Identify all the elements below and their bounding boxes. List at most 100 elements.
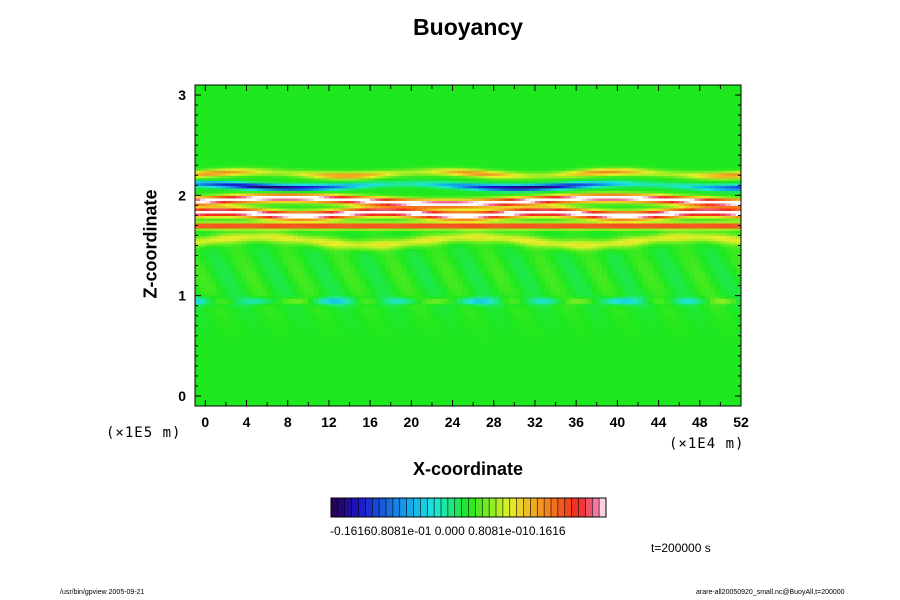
heatmap-cell bbox=[267, 273, 273, 277]
heatmap-cell bbox=[231, 368, 237, 372]
heatmap-cell bbox=[231, 167, 237, 171]
heatmap-cell bbox=[251, 112, 258, 116]
heatmap-cell bbox=[210, 265, 217, 269]
heatmap-cell bbox=[241, 230, 248, 234]
heatmap-cell bbox=[277, 385, 284, 390]
heatmap-cell bbox=[256, 165, 263, 169]
heatmap-cell bbox=[256, 230, 263, 234]
heatmap-cell bbox=[261, 190, 268, 194]
heatmap-cell bbox=[220, 250, 227, 254]
heatmap-cell bbox=[225, 278, 232, 282]
heatmap-cell bbox=[215, 235, 222, 239]
heatmap-cell bbox=[225, 305, 232, 309]
heatmap-cell bbox=[251, 207, 258, 211]
heatmap-cell bbox=[261, 165, 268, 169]
heatmap-cell bbox=[195, 250, 201, 254]
heatmap-cell bbox=[241, 335, 248, 339]
heatmap-cell bbox=[261, 330, 268, 334]
heatmap-cell bbox=[205, 175, 212, 179]
heatmap-cell bbox=[215, 393, 222, 397]
heatmap-cell bbox=[261, 175, 268, 179]
heatmap-cell bbox=[225, 95, 232, 99]
heatmap-cell bbox=[256, 217, 263, 222]
heatmap-cell bbox=[261, 202, 268, 206]
heatmap-cell bbox=[241, 250, 248, 254]
heatmap-cell bbox=[251, 152, 258, 156]
heatmap-cell bbox=[215, 240, 222, 244]
heatmap-cell bbox=[210, 378, 217, 382]
heatmap-cell bbox=[246, 338, 253, 342]
heatmap-cell bbox=[210, 270, 217, 274]
heatmap-cell bbox=[215, 105, 222, 109]
heatmap-cell bbox=[277, 288, 284, 292]
heatmap-cell bbox=[251, 373, 258, 377]
heatmap-cell bbox=[246, 185, 253, 189]
heatmap-cell bbox=[215, 258, 222, 262]
heatmap-cell bbox=[195, 300, 201, 304]
heatmap-cell bbox=[231, 205, 237, 209]
heatmap-cell bbox=[195, 130, 201, 134]
heatmap-cell bbox=[251, 360, 258, 364]
heatmap-cell bbox=[272, 105, 279, 109]
heatmap-cell bbox=[220, 318, 227, 322]
heatmap-cell bbox=[215, 197, 222, 201]
heatmap-cell bbox=[205, 310, 212, 314]
heatmap-cell bbox=[220, 190, 227, 194]
heatmap-cell bbox=[261, 242, 268, 247]
heatmap-cell bbox=[277, 313, 284, 317]
heatmap-cell bbox=[256, 237, 263, 242]
heatmap-cell bbox=[231, 350, 237, 354]
heatmap-cell bbox=[231, 207, 237, 211]
heatmap-cell bbox=[236, 227, 242, 232]
heatmap-cell bbox=[210, 150, 217, 154]
heatmap-cell bbox=[241, 398, 248, 402]
heatmap-cell bbox=[210, 358, 217, 362]
heatmap-cell bbox=[225, 105, 232, 109]
heatmap-cell bbox=[200, 237, 206, 242]
heatmap-cell bbox=[267, 258, 273, 262]
heatmap-cell bbox=[241, 225, 248, 229]
heatmap-cell bbox=[261, 335, 268, 339]
heatmap-cell bbox=[195, 358, 201, 362]
heatmap-cell bbox=[225, 300, 232, 304]
heatmap-cell bbox=[246, 365, 253, 369]
heatmap-cell bbox=[200, 130, 206, 134]
heatmap-cell bbox=[195, 393, 201, 397]
heatmap-cell bbox=[210, 162, 217, 166]
heatmap-cell bbox=[200, 85, 206, 89]
heatmap-cell bbox=[267, 305, 273, 309]
heatmap-cell bbox=[205, 248, 212, 252]
heatmap-cell bbox=[225, 185, 232, 189]
heatmap-cell bbox=[267, 370, 273, 374]
heatmap-cell bbox=[215, 345, 222, 349]
heatmap-cell bbox=[205, 298, 212, 302]
heatmap-cell bbox=[215, 275, 222, 279]
heatmap-cell bbox=[267, 313, 273, 317]
heatmap-cell bbox=[241, 217, 248, 222]
heatmap-cell bbox=[200, 333, 206, 337]
heatmap-cell bbox=[272, 313, 279, 317]
heatmap-cell bbox=[210, 227, 217, 232]
heatmap-cell bbox=[220, 360, 227, 364]
heatmap-cell bbox=[241, 87, 248, 91]
heatmap-cell bbox=[225, 102, 232, 106]
heatmap-cell bbox=[272, 132, 279, 136]
heatmap-cell bbox=[256, 240, 263, 244]
heatmap-cell bbox=[205, 288, 212, 292]
heatmap-cell bbox=[205, 162, 212, 166]
heatmap-cell bbox=[256, 365, 263, 369]
heatmap-cell bbox=[277, 263, 284, 267]
heatmap-cell bbox=[200, 280, 206, 284]
heatmap-cell bbox=[215, 202, 222, 206]
heatmap-cell bbox=[246, 358, 253, 362]
heatmap-cell bbox=[231, 375, 237, 380]
heatmap-cell bbox=[261, 215, 268, 219]
heatmap-cell bbox=[261, 187, 268, 191]
heatmap-cell bbox=[205, 388, 212, 392]
heatmap-cell bbox=[195, 167, 201, 171]
heatmap-cell bbox=[241, 237, 248, 242]
heatmap-cell bbox=[272, 290, 279, 294]
heatmap-cell bbox=[256, 242, 263, 247]
heatmap-cell bbox=[246, 253, 253, 257]
heatmap-cell bbox=[205, 215, 212, 219]
